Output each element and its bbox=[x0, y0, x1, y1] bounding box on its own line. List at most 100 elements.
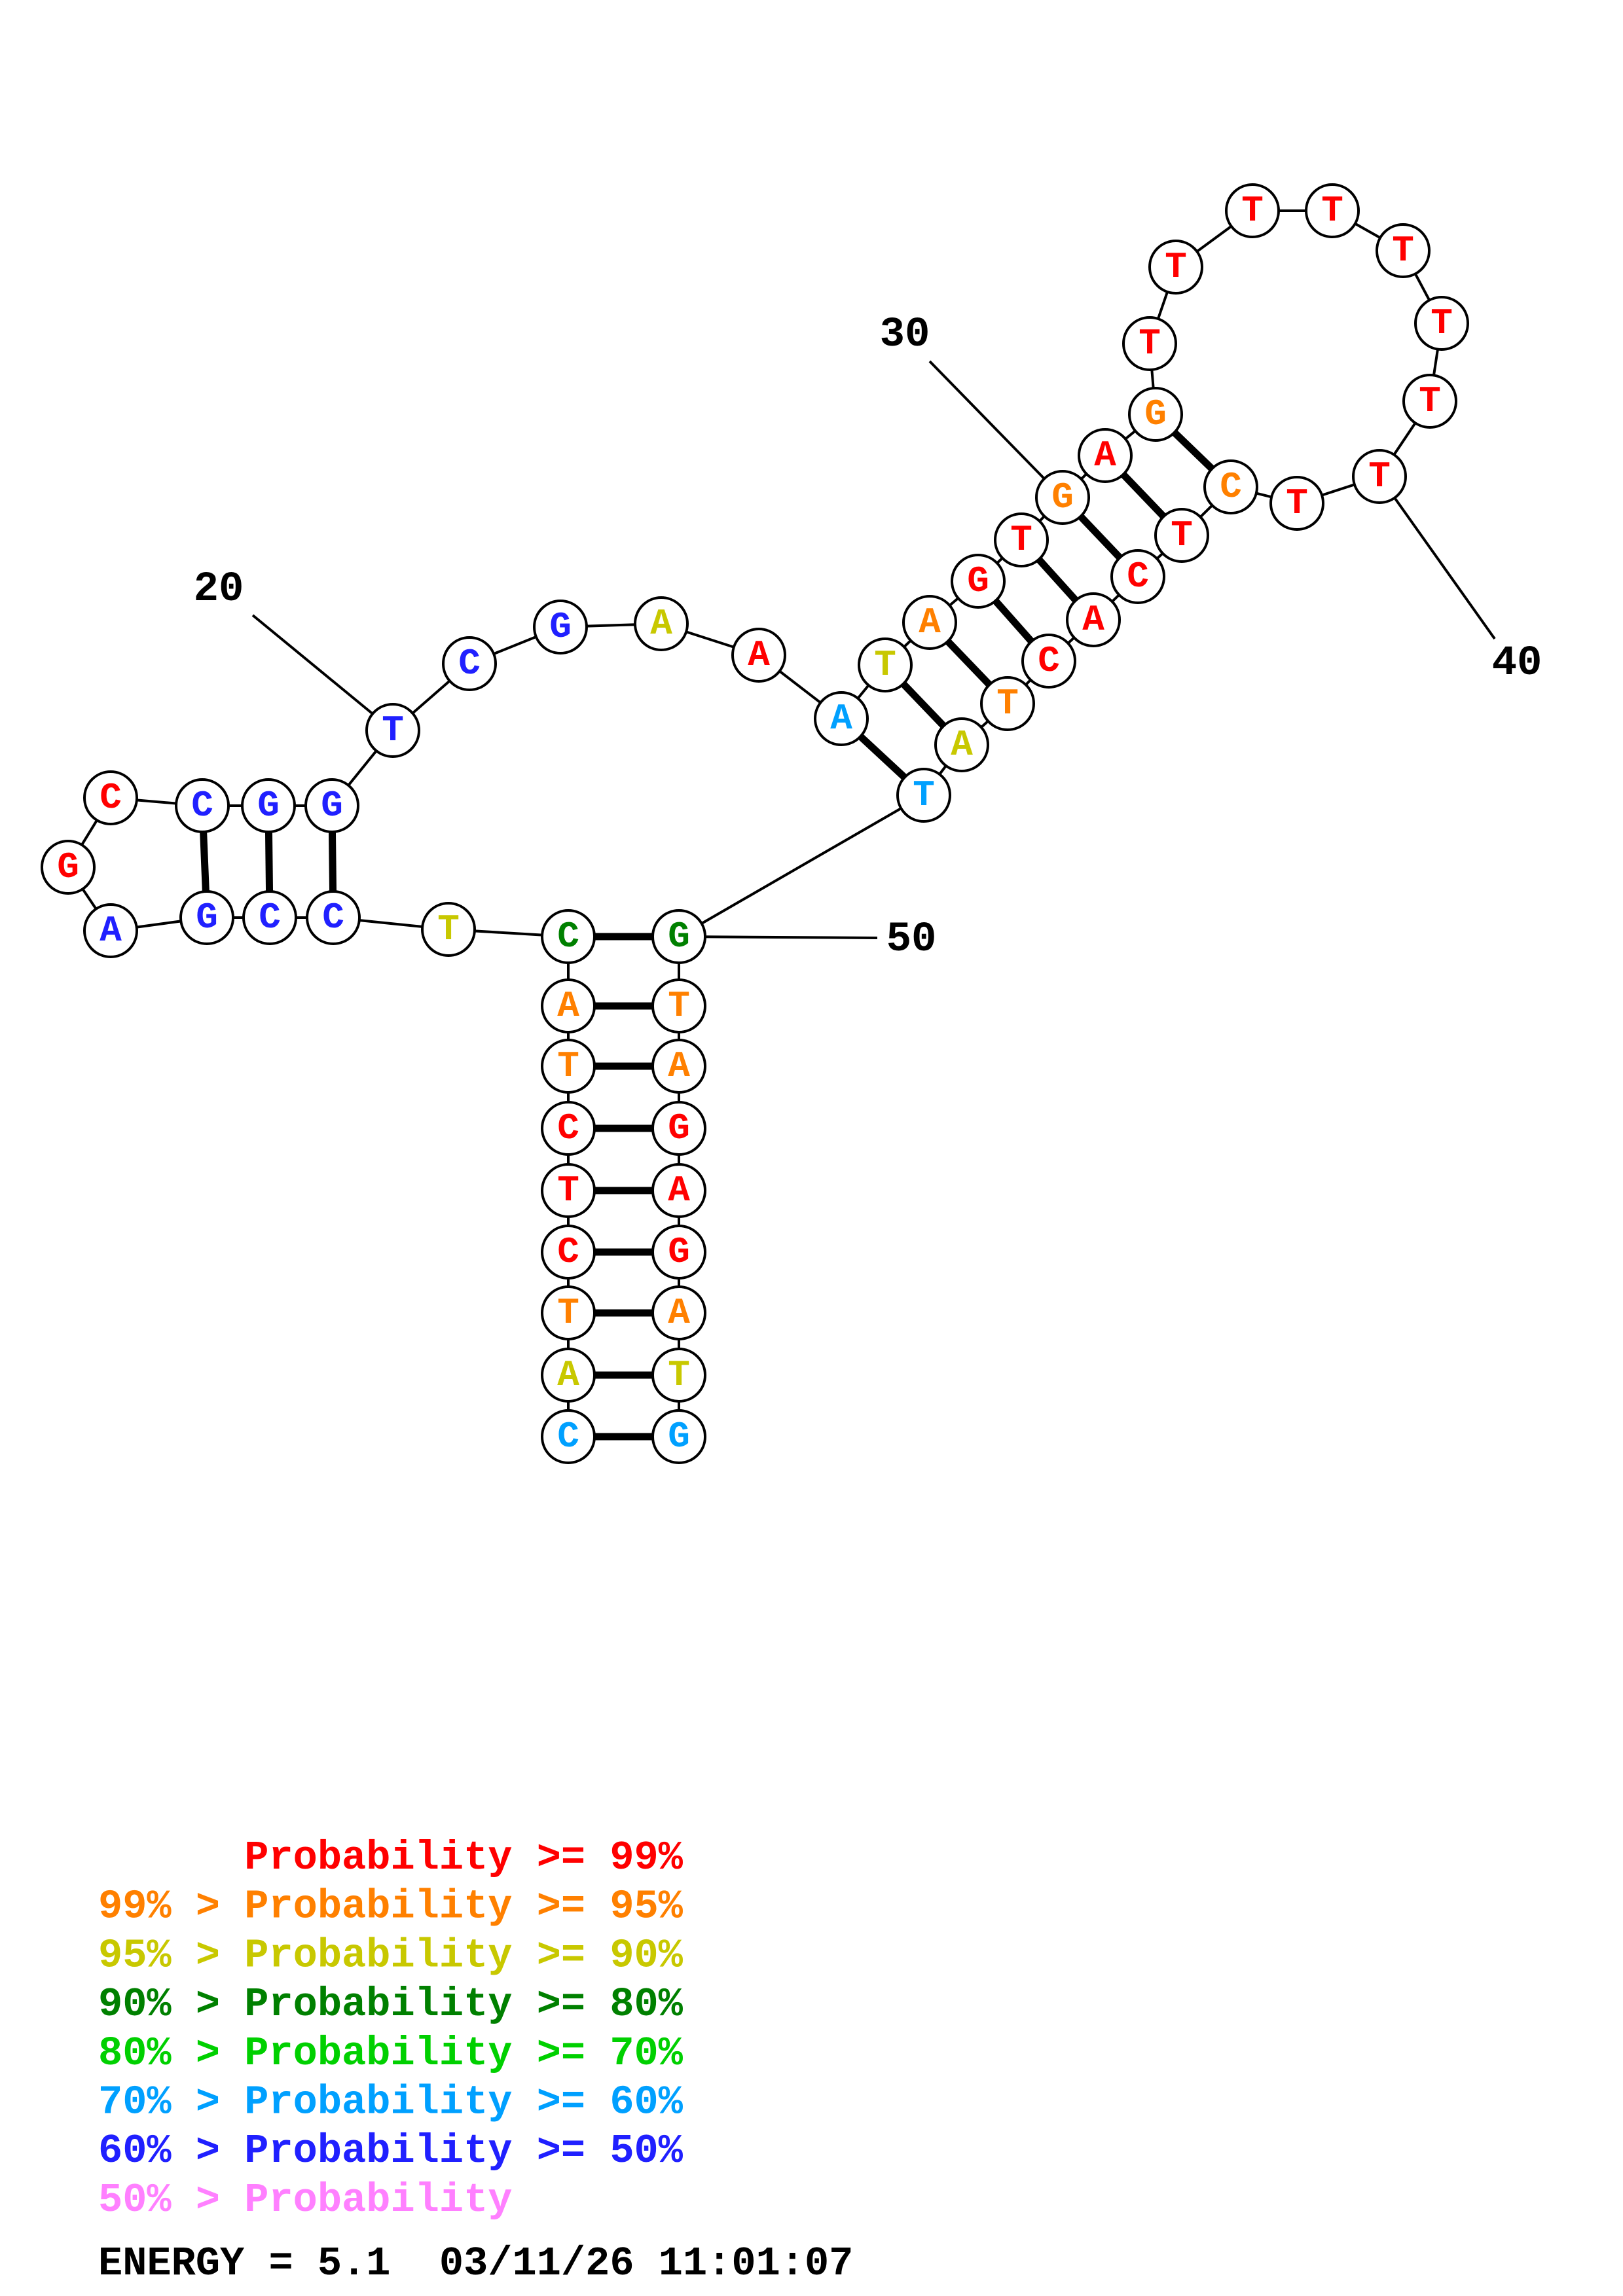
nucleotide-base: G bbox=[57, 846, 79, 888]
nucleotide-circle bbox=[541, 909, 596, 964]
nucleotide-circle bbox=[83, 903, 138, 958]
nucleotide-base: G bbox=[668, 1416, 690, 1458]
nucleotide-circle bbox=[1305, 183, 1360, 238]
nucleotide-base: C bbox=[557, 1416, 579, 1458]
nucleotide-base: T bbox=[1321, 190, 1343, 232]
backbone-line bbox=[678, 794, 925, 938]
legend-line: 90% > Probability >= 80% bbox=[98, 1981, 684, 2028]
label-leader-line bbox=[251, 614, 394, 732]
nucleotide-base: A bbox=[668, 1170, 690, 1211]
nucleotide-base: T bbox=[1171, 514, 1193, 556]
nucleotide-base: G bbox=[549, 606, 572, 648]
position-label: 40 bbox=[1492, 640, 1542, 687]
nucleotide-base: C bbox=[322, 897, 344, 939]
nucleotide-circle bbox=[934, 717, 989, 772]
nucleotide-base: A bbox=[668, 1045, 690, 1087]
nucleotide-base: G bbox=[196, 897, 218, 939]
legend-line: 95% > Probability >= 90% bbox=[98, 1932, 684, 1979]
legend-line: 99% > Probability >= 95% bbox=[98, 1884, 684, 1930]
nucleotide-base: T bbox=[1165, 246, 1187, 288]
nucleotide-base: C bbox=[557, 916, 579, 958]
nucleotide-base: T bbox=[668, 1354, 690, 1396]
nucleotide-circle bbox=[83, 770, 138, 825]
nucleotide-circle bbox=[541, 1409, 596, 1464]
nucleotide-circle bbox=[1021, 634, 1076, 689]
nucleotide-base: A bbox=[748, 634, 770, 676]
nucleotide-base: T bbox=[913, 774, 935, 816]
label-leader-line bbox=[1378, 475, 1496, 640]
label-leader-line bbox=[928, 360, 1064, 499]
nucleotide-circle bbox=[951, 554, 1006, 609]
nucleotide-base: G bbox=[668, 1107, 690, 1149]
nucleotide-base: T bbox=[382, 709, 404, 751]
nucleotide-circle bbox=[1203, 459, 1258, 514]
nucleotide-circle bbox=[651, 978, 706, 1033]
nucleotide-circle bbox=[541, 1039, 596, 1094]
nucleotide-circle bbox=[651, 1163, 706, 1218]
nucleotide-base: G bbox=[1144, 393, 1167, 435]
nucleotide-circle bbox=[179, 890, 234, 945]
nucleotide-circle bbox=[1414, 296, 1469, 351]
nucleotide-circle bbox=[1148, 240, 1203, 295]
nucleotide-circle bbox=[1154, 508, 1209, 563]
nucleotide-base: A bbox=[100, 910, 122, 952]
nucleotide-circle bbox=[651, 1225, 706, 1280]
nucleotide-circle bbox=[1122, 316, 1177, 371]
nucleotide-base: T bbox=[557, 1292, 579, 1334]
nucleotide-base: T bbox=[1241, 190, 1264, 232]
legend-line: 60% > Probability >= 50% bbox=[98, 2128, 684, 2174]
nucleotide-circle bbox=[651, 1409, 706, 1464]
leader-lines-layer bbox=[251, 360, 1496, 939]
position-label: 20 bbox=[194, 566, 244, 613]
nucleotide-circle bbox=[1269, 476, 1324, 531]
nucleotide-circle bbox=[175, 778, 230, 833]
nucleotide-circle bbox=[1035, 470, 1090, 525]
nucleotide-base: A bbox=[830, 698, 852, 740]
nucleotide-base: T bbox=[557, 1170, 579, 1211]
nucleotide-base: A bbox=[668, 1292, 690, 1334]
nucleotide-circle bbox=[651, 909, 706, 964]
nucleotide-circle bbox=[1110, 549, 1165, 604]
nucleotide-base: T bbox=[1010, 519, 1032, 561]
nucleotide-base: C bbox=[458, 643, 481, 685]
nucleotide-base: A bbox=[1082, 599, 1104, 641]
nucleotide-base: C bbox=[1038, 640, 1060, 682]
nucleotide-circle bbox=[634, 596, 689, 651]
nucleotide-circle bbox=[651, 1348, 706, 1403]
nucleotide-circle bbox=[814, 691, 869, 746]
nucleotide-base: G bbox=[257, 785, 280, 827]
nucleotide-base: T bbox=[1286, 482, 1308, 524]
legend-layer: Probability >= 99%99% > Probability >= 9… bbox=[98, 1835, 853, 2287]
nucleotide-circle bbox=[1352, 449, 1407, 504]
position-labels-layer: 20 30 40 50 bbox=[194, 312, 1542, 963]
nucleotide-circle bbox=[1128, 387, 1183, 442]
nucleotide-circle bbox=[994, 512, 1049, 567]
nucleotide-base: T bbox=[874, 644, 896, 686]
position-label: 30 bbox=[880, 312, 930, 359]
nucleotide-base: T bbox=[437, 908, 460, 950]
nucleotide-base: T bbox=[557, 1045, 579, 1087]
nucleotide-circle bbox=[858, 637, 913, 692]
nucleotide-circle bbox=[304, 778, 359, 833]
nucleotide-base: T bbox=[1392, 230, 1414, 272]
nucleotide-circle bbox=[541, 1225, 596, 1280]
nucleotide-circle bbox=[541, 978, 596, 1033]
nucleotide-circle bbox=[651, 1285, 706, 1340]
nucleotide-circle bbox=[902, 595, 957, 650]
nucleotide-base: G bbox=[668, 1231, 690, 1273]
nucleotide-circle bbox=[731, 628, 786, 683]
legend-line: 80% > Probability >= 70% bbox=[98, 2030, 684, 2077]
nucleotide-base: G bbox=[1051, 476, 1074, 518]
nucleotide-base: T bbox=[1368, 456, 1391, 497]
nucleotide-circle bbox=[541, 1101, 596, 1156]
nucleotide-circle bbox=[533, 600, 588, 655]
nucleotide-circle bbox=[1066, 592, 1121, 647]
nucleotide-circle bbox=[1078, 428, 1133, 483]
nucleotide-circle bbox=[541, 1348, 596, 1403]
nucleotide-base: A bbox=[1094, 435, 1116, 476]
nucleotide-circle bbox=[980, 676, 1035, 731]
legend-line: Probability >= 99% bbox=[98, 1835, 684, 1881]
